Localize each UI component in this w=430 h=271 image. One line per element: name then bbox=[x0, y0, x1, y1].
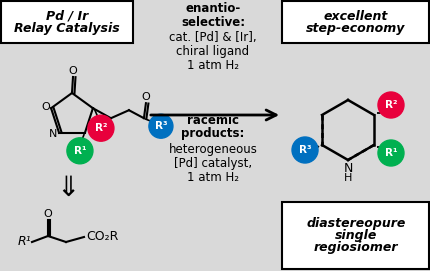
Text: R¹: R¹ bbox=[384, 148, 396, 158]
Text: regiosiomer: regiosiomer bbox=[313, 241, 397, 254]
Circle shape bbox=[149, 114, 172, 138]
Text: Relay Catalysis: Relay Catalysis bbox=[14, 21, 120, 34]
Text: 1 atm H₂: 1 atm H₂ bbox=[187, 59, 239, 72]
Text: R²: R² bbox=[95, 123, 107, 133]
Text: chiral ligand: chiral ligand bbox=[176, 44, 249, 57]
Circle shape bbox=[292, 137, 317, 163]
Text: excellent: excellent bbox=[323, 9, 387, 22]
Text: cat. [Pd] & [Ir],: cat. [Pd] & [Ir], bbox=[169, 31, 256, 44]
Text: R¹: R¹ bbox=[18, 235, 31, 249]
Text: racemic: racemic bbox=[187, 114, 239, 127]
Text: ⇓: ⇓ bbox=[56, 174, 80, 202]
Circle shape bbox=[88, 115, 114, 141]
Text: O: O bbox=[141, 92, 150, 102]
Text: R²: R² bbox=[384, 100, 396, 110]
Text: enantio-: enantio- bbox=[185, 2, 240, 15]
Circle shape bbox=[377, 92, 403, 118]
Text: heterogeneous: heterogeneous bbox=[168, 144, 257, 156]
Text: O: O bbox=[42, 102, 50, 112]
FancyBboxPatch shape bbox=[1, 1, 133, 43]
FancyBboxPatch shape bbox=[282, 1, 429, 43]
Text: products:: products: bbox=[181, 127, 244, 140]
Text: N: N bbox=[49, 129, 57, 139]
Circle shape bbox=[377, 140, 403, 166]
Text: O: O bbox=[43, 209, 52, 219]
Text: R¹: R¹ bbox=[74, 146, 86, 156]
Text: [Pd] catalyst,: [Pd] catalyst, bbox=[174, 157, 252, 170]
Text: Pd / Ir: Pd / Ir bbox=[46, 9, 88, 22]
Text: 1 atm H₂: 1 atm H₂ bbox=[187, 172, 239, 185]
Text: diastereopure: diastereopure bbox=[306, 217, 405, 230]
Text: selective:: selective: bbox=[181, 15, 245, 28]
Circle shape bbox=[67, 138, 93, 164]
Text: H: H bbox=[343, 173, 351, 183]
FancyBboxPatch shape bbox=[282, 202, 429, 269]
Text: N: N bbox=[343, 162, 352, 175]
Text: R³: R³ bbox=[154, 121, 167, 131]
Text: R³: R³ bbox=[298, 145, 310, 155]
Text: single: single bbox=[334, 229, 376, 242]
Text: O: O bbox=[68, 66, 77, 76]
Text: CO₂R: CO₂R bbox=[86, 231, 118, 244]
Text: step-economy: step-economy bbox=[306, 21, 405, 34]
